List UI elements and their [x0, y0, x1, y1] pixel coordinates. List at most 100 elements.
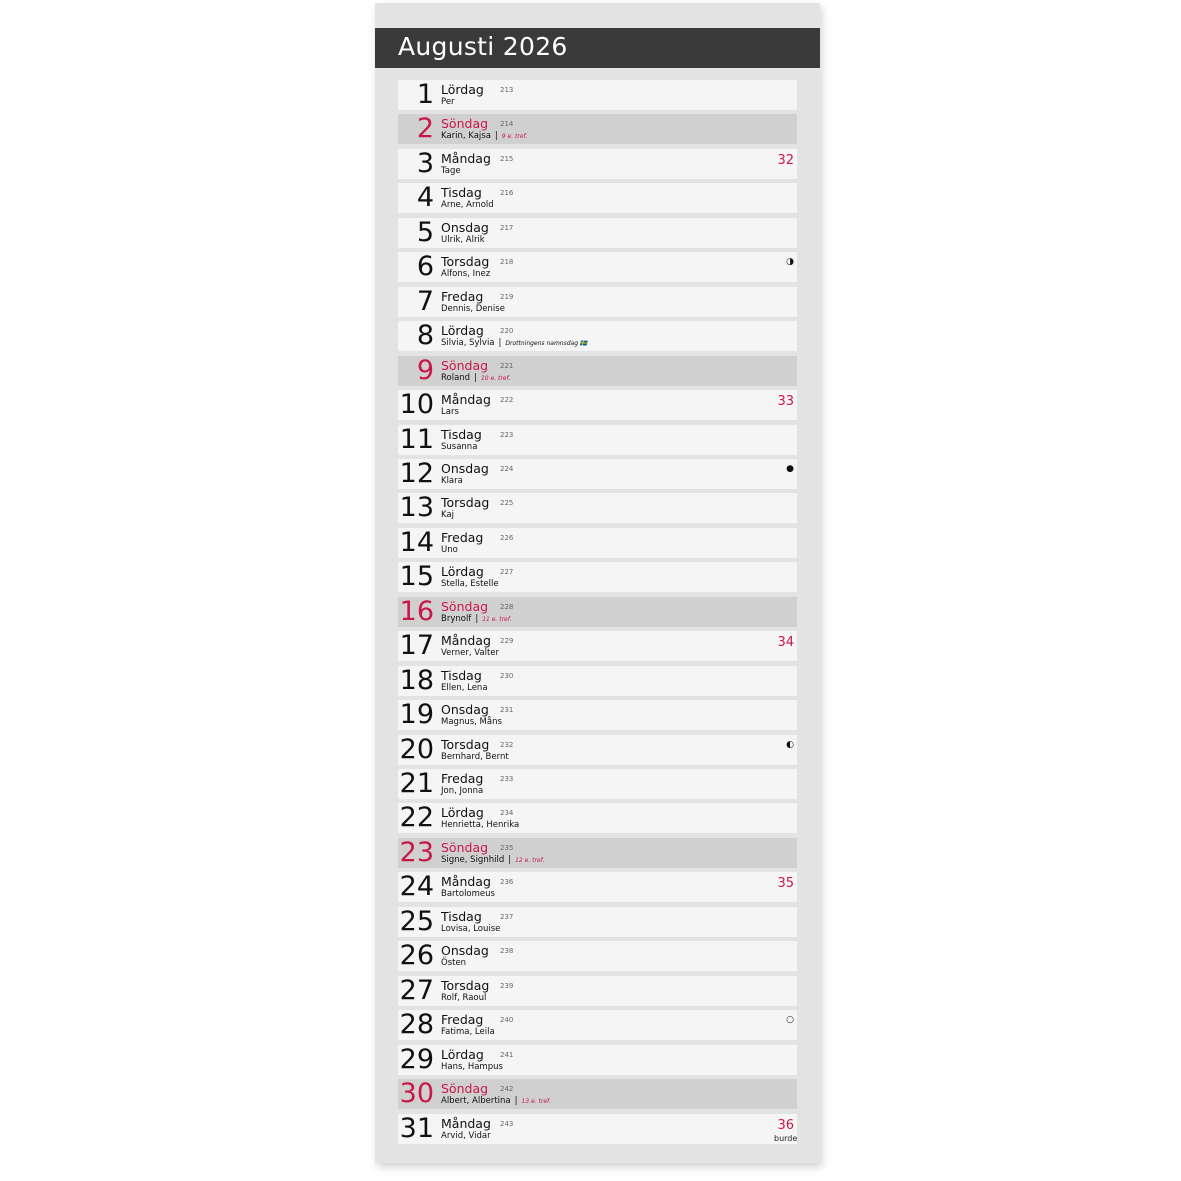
day-of-year: 219 — [500, 292, 514, 301]
day-of-year: 223 — [500, 430, 514, 439]
weekday: Fredag — [441, 771, 484, 786]
day-number: 23 — [399, 836, 434, 868]
names: Silvia, Sylvia — [441, 338, 495, 349]
name-day: Alfons, Inez — [441, 269, 490, 279]
name-day: Klara — [441, 476, 463, 486]
day-of-year: 226 — [500, 533, 514, 542]
weekday: Fredag — [441, 1012, 484, 1028]
day-number: 28 — [399, 1009, 434, 1041]
name-day: Jon, Jonna — [441, 786, 483, 796]
day-number: 29 — [399, 1043, 434, 1075]
name-day: Brynolf | 11 e. tref. — [441, 614, 512, 624]
separator: | — [474, 372, 477, 383]
separator: | — [514, 1096, 518, 1107]
day-number: 16 — [399, 595, 434, 627]
day-number: 30 — [399, 1078, 434, 1110]
name-day: Dennis, Denise — [441, 304, 505, 314]
weekday: Onsdag — [441, 219, 489, 235]
weekday: Tisdag — [441, 667, 482, 683]
name-day: Rolf, Raoul — [441, 993, 486, 1003]
day-number: 21 — [399, 768, 434, 799]
separator: | — [494, 131, 498, 142]
day-of-year: 224 — [500, 464, 514, 473]
day-of-year: 229 — [500, 637, 514, 646]
names: Östen — [441, 958, 467, 969]
names: Susanna — [441, 441, 478, 452]
day-of-year: 237 — [500, 912, 514, 921]
day-of-year: 228 — [500, 602, 514, 611]
names: Arvid, Vidar — [441, 1130, 491, 1141]
day-row: 15 Lördag 227 Stella, Estelle — [398, 561, 797, 593]
day-row: 10 Måndag 222 Lars 33 — [398, 389, 797, 421]
name-day: Per — [441, 97, 455, 107]
names: Bernhard, Bernt — [441, 751, 509, 762]
moon-phase-icon: ◐ — [786, 739, 794, 750]
names: Rolf, Raoul — [441, 992, 487, 1003]
day-of-year: 217 — [500, 223, 514, 232]
day-of-year: 231 — [500, 706, 514, 715]
day-row: 11 Tisdag 223 Susanna — [398, 423, 797, 455]
name-day: Roland | 10 e. tref. — [441, 373, 510, 383]
weekday: Lördag — [441, 805, 484, 821]
day-note: 13 e. tref. — [521, 1098, 551, 1106]
separator: | — [475, 613, 479, 624]
day-of-year: 216 — [500, 189, 514, 198]
day-number: 8 — [416, 320, 434, 352]
day-row: 9 Söndag 221 Roland | 10 e. tref. — [398, 354, 797, 386]
names: Ellen, Lena — [441, 682, 488, 693]
name-day: Magnus, Måns — [441, 717, 502, 727]
name-day: Bernhard, Bernt — [441, 752, 509, 762]
name-day: Susanna — [441, 442, 477, 452]
day-number: 11 — [399, 423, 434, 455]
names: Dennis, Denise — [441, 303, 505, 314]
day-number: 9 — [416, 354, 434, 386]
names: Brynolf — [441, 613, 472, 624]
moon-phase-icon: ● — [786, 463, 794, 474]
calendar-panel: Augusti 2026 1 Lördag 213 Per 2 Söndag 21… — [375, 3, 820, 1163]
weekday: Onsdag — [441, 460, 489, 476]
name-day: Tage — [441, 166, 461, 176]
day-note: 9 e. tref. — [501, 133, 528, 141]
day-number: 6 — [416, 251, 434, 283]
day-of-year: 220 — [500, 327, 514, 336]
name-day: Henrietta, Henrika — [441, 820, 519, 830]
brand-logo: burde — [774, 1134, 798, 1143]
name-day: Signe, Signhild | 12 e. tref. — [441, 855, 545, 865]
day-of-year: 215 — [500, 154, 514, 163]
day-number: 31 — [399, 1112, 434, 1144]
weekday: Torsdag — [441, 736, 490, 752]
day-of-year: 236 — [500, 878, 514, 887]
name-day: Fatima, Leila — [441, 1027, 495, 1037]
day-row: 7 Fredag 219 Dennis, Denise — [398, 285, 797, 317]
week-number: 36 — [777, 1117, 794, 1133]
day-number: 2 — [416, 113, 434, 145]
day-row: 5 Onsdag 217 Ulrik, Alrik — [398, 217, 797, 248]
name-day: Albert, Albertina | 13 e. tref. — [441, 1096, 551, 1106]
day-of-year: 241 — [500, 1050, 514, 1059]
separator: | — [498, 338, 502, 349]
day-row: 31 Måndag 243 Arvid, Vidar 36 — [398, 1112, 797, 1144]
names: Roland — [441, 372, 471, 383]
day-of-year: 214 — [500, 120, 514, 129]
name-day: Kaj — [441, 510, 454, 520]
names: Klara — [441, 475, 463, 486]
week-number: 32 — [777, 152, 794, 168]
month-title: Augusti 2026 — [398, 32, 568, 61]
weekday: Söndag — [441, 116, 489, 132]
name-day: Lovisa, Louise — [441, 924, 500, 934]
month-header: Augusti 2026 — [375, 28, 820, 68]
day-row: 28 Fredag 240 Fatima, Leila ○ — [398, 1009, 797, 1041]
moon-phase-icon: ○ — [786, 1015, 794, 1026]
weekday: Lördag — [441, 82, 484, 97]
name-day: Bartolomeus — [441, 889, 495, 899]
name-day: Hans, Hampus — [441, 1062, 503, 1072]
day-number: 27 — [399, 974, 434, 1006]
day-number: 7 — [416, 285, 434, 317]
names: Alfons, Inez — [441, 269, 491, 280]
name-day: Arvid, Vidar — [441, 1131, 491, 1141]
names: Tage — [441, 165, 461, 176]
weekday: Fredag — [441, 529, 484, 545]
day-row: 8 Lördag 220 Silvia, Sylvia | Drottningens… — [398, 320, 797, 352]
day-row: 13 Torsdag 225 Kaj — [398, 492, 797, 524]
day-row: 20 Torsdag 232 Bernhard, Bernt ◐ — [398, 734, 797, 765]
